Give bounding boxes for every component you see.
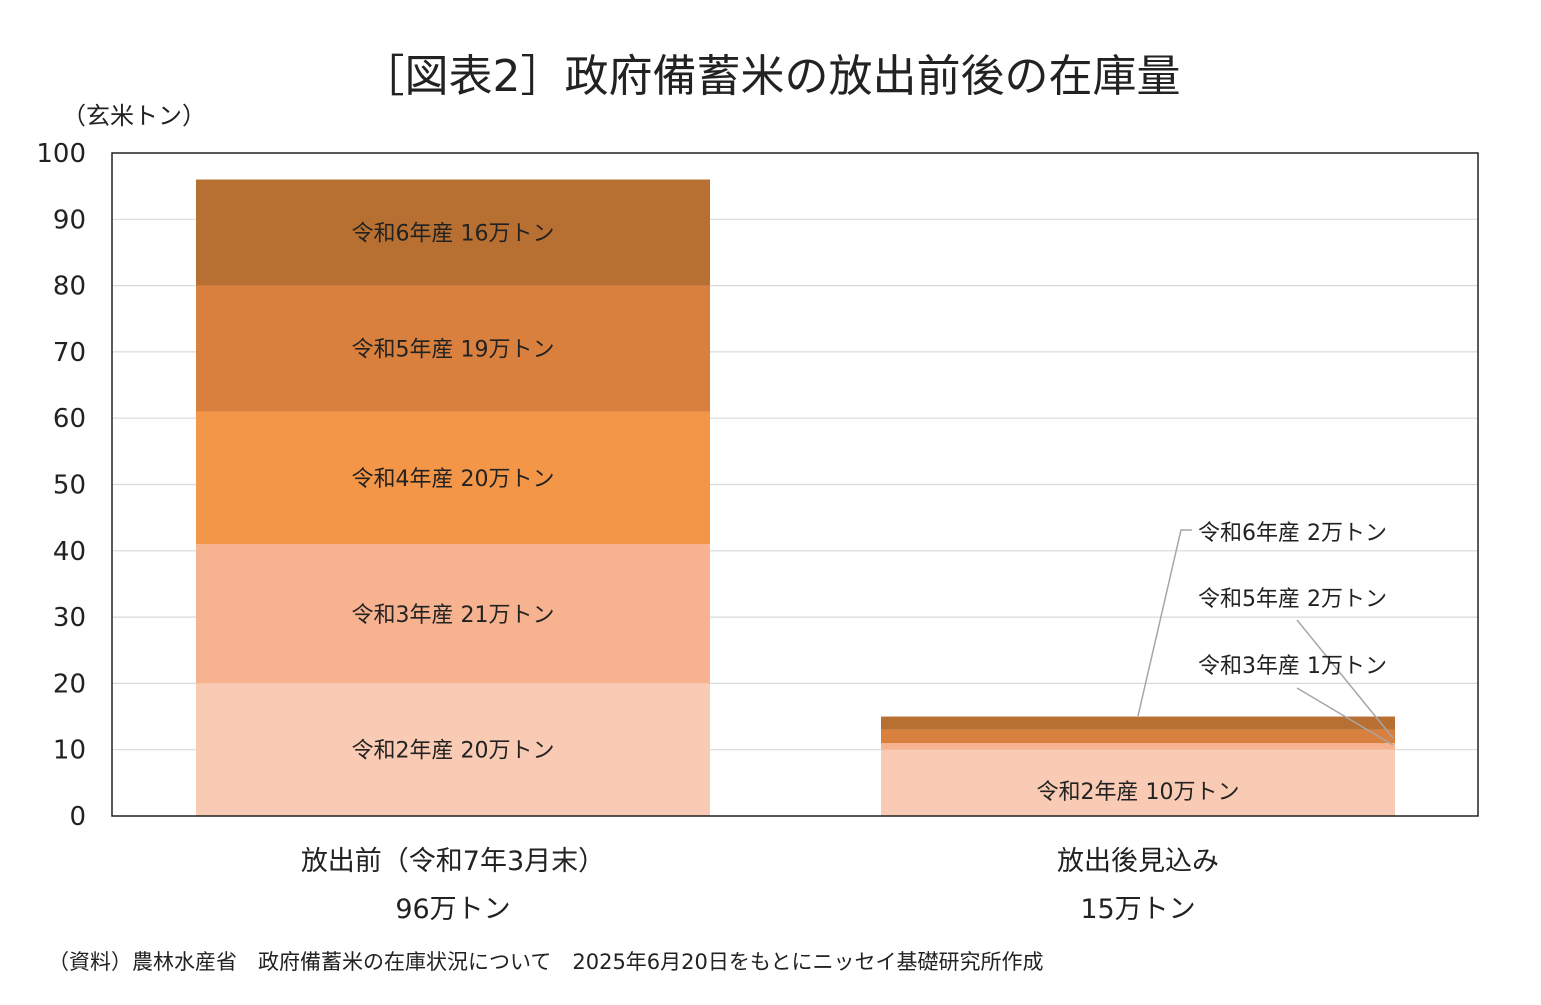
bar-segment (196, 411, 710, 545)
bar-segment (881, 743, 1395, 750)
callout-lines (1137, 529, 1394, 746)
y-tick-label: 70 (53, 338, 86, 368)
callout-line (1137, 529, 1192, 717)
bar-segment (881, 716, 1395, 730)
y-axis-unit: （玄米トン） (62, 102, 206, 130)
y-tick-label: 60 (53, 404, 86, 434)
callout-label: 令和6年産 2万トン (1198, 521, 1387, 546)
bar-segment (196, 285, 710, 412)
callout-line (1296, 619, 1394, 739)
y-tick-label: 50 (53, 471, 86, 501)
y-tick-label: 90 (53, 205, 86, 235)
callout-label: 令和5年産 2万トン (1198, 587, 1387, 612)
callout-line (1296, 687, 1394, 746)
bar-segment (196, 683, 710, 816)
bar-segment (196, 544, 710, 684)
y-axis-ticks: 0 10 20 30 40 50 60 70 80 90 100 (36, 139, 86, 832)
bar-segment (881, 749, 1395, 816)
y-tick-label: 10 (53, 736, 86, 766)
y-tick-label: 20 (53, 669, 86, 699)
chart-title: ［図表2］政府備蓄米の放出前後の在庫量 (360, 51, 1181, 102)
segment-label: 令和2年産 20万トン (352, 739, 555, 764)
y-tick-label: 0 (69, 802, 86, 832)
segment-label: 令和5年産 19万トン (352, 338, 555, 363)
y-tick-label: 40 (53, 537, 86, 567)
y-tick-label: 30 (53, 603, 86, 633)
plot-frame (111, 152, 1479, 817)
category-total-label: 15万トン (1080, 894, 1195, 925)
y-tick-label: 80 (53, 272, 86, 302)
segment-label: 令和3年産 21万トン (352, 603, 555, 628)
category-total-label: 96万トン (395, 894, 510, 925)
callout-label: 令和3年産 1万トン (1198, 654, 1387, 679)
category-labels: 放出前（令和7年3月末） 96万トン 放出後見込み 15万トン (301, 846, 1219, 925)
bar-segment (196, 179, 710, 286)
source-note: （資料）農林水産省 政府備蓄米の在庫状況について 2025年6月20日をもとにニ… (48, 950, 1044, 974)
segment-label: 令和2年産 10万トン (1037, 780, 1240, 805)
y-tick-label: 100 (36, 139, 86, 169)
category-label: 放出後見込み (1057, 846, 1219, 877)
segment-label: 令和4年産 20万トン (352, 467, 555, 492)
bars (196, 179, 1395, 816)
bar-segment (881, 729, 1395, 744)
category-label: 放出前（令和7年3月末） (301, 846, 605, 877)
segment-label: 令和6年産 16万トン (352, 222, 555, 247)
